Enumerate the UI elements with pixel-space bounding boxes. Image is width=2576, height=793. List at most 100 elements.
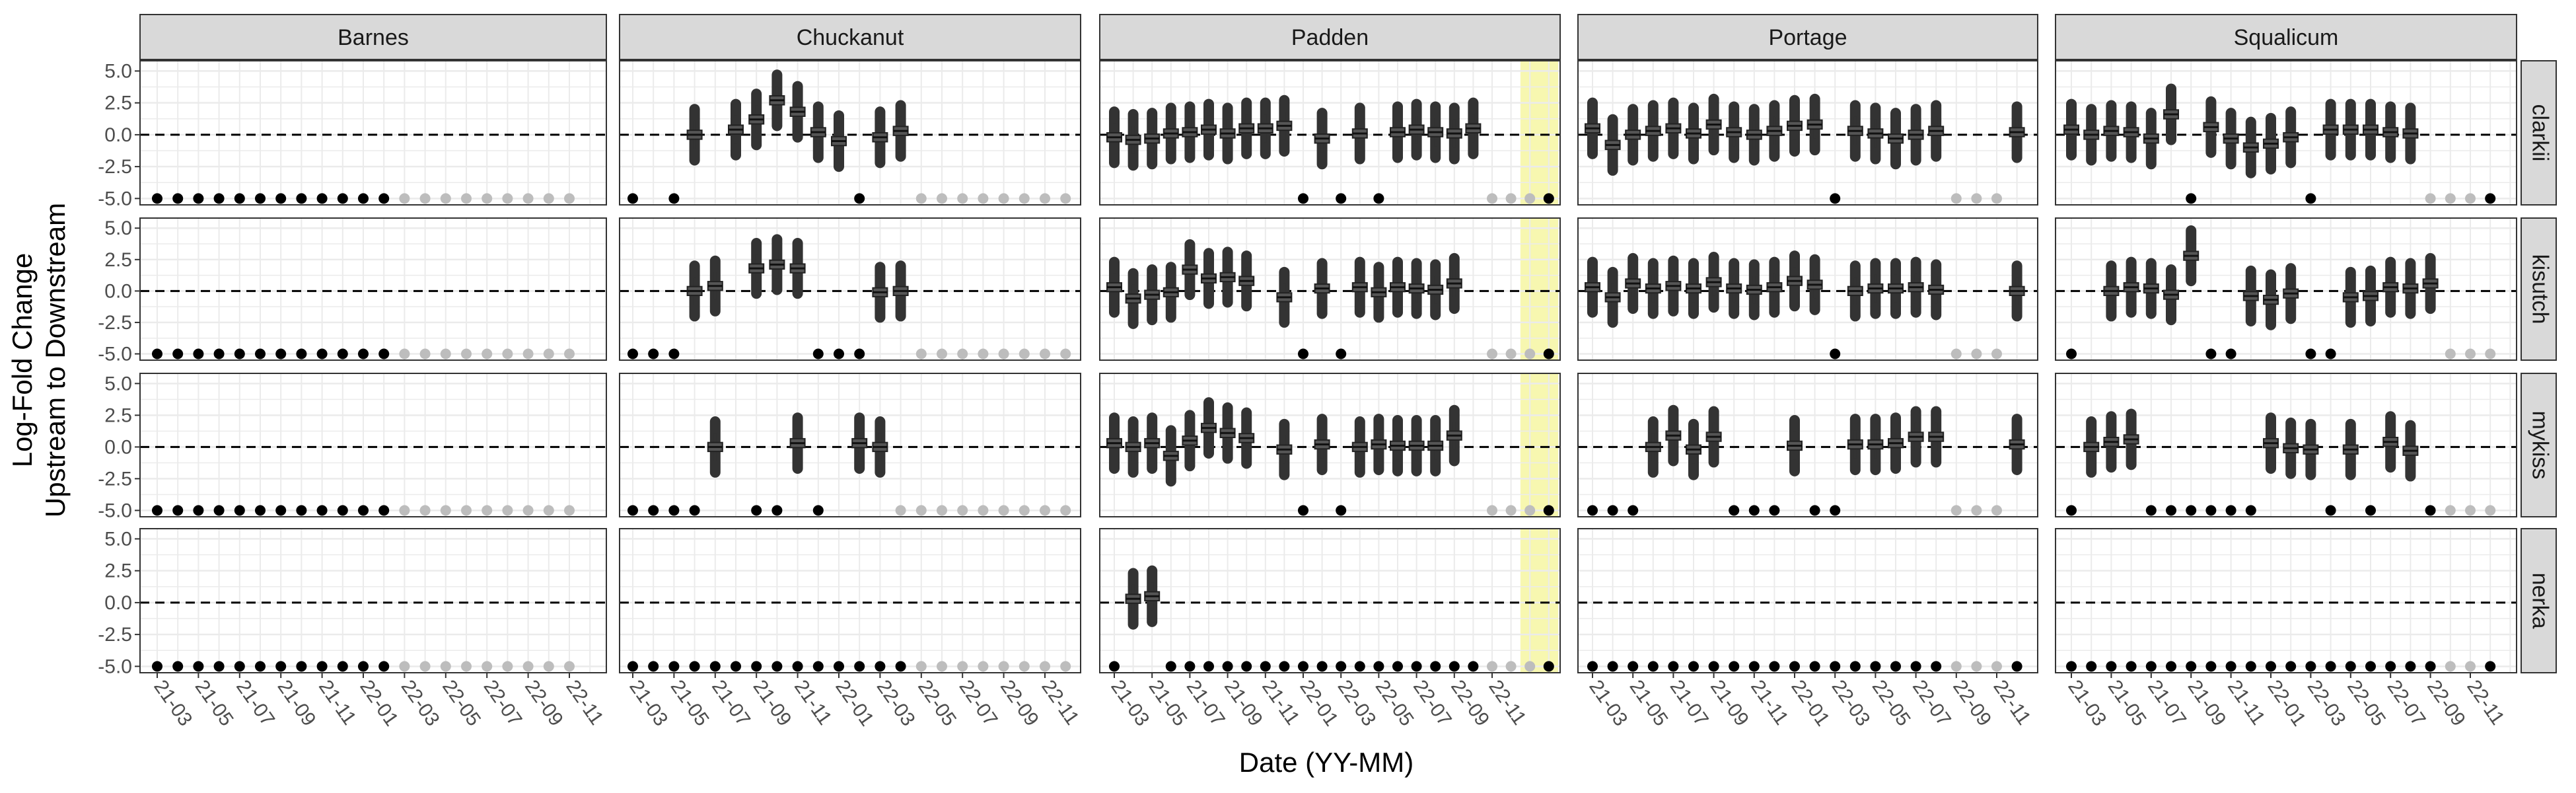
no-detection-point [213, 193, 225, 204]
not-sampled-point [998, 661, 1009, 672]
no-detection-point [689, 661, 700, 672]
no-detection-point [2106, 661, 2117, 672]
panel-border [1577, 60, 2038, 206]
not-sampled-point [1060, 193, 1071, 204]
x-tick-label: 21-09 [1706, 676, 1753, 730]
y-tick-label: -2.5 [98, 156, 132, 178]
boxplot [851, 412, 868, 474]
boxplot [1125, 568, 1141, 630]
x-tick-label: 21-07 [1666, 676, 1713, 730]
x-tick-label: 22-05 [913, 676, 960, 730]
not-sampled-point [522, 193, 534, 204]
highlight-band [1520, 529, 1559, 673]
no-detection-point [668, 348, 680, 359]
no-detection-point [2325, 505, 2336, 516]
x-tick-label: 21-09 [2183, 676, 2230, 730]
y-axis-title-line-1: Log-Fold Change [7, 253, 38, 468]
boxplot [1390, 256, 1406, 318]
no-detection-point [234, 661, 245, 672]
not-sampled-point [2445, 661, 2456, 672]
not-sampled-point [998, 505, 1009, 516]
x-tick-label: 22-05 [1868, 676, 1915, 730]
no-detection-point [378, 348, 390, 359]
not-sampled-point [1950, 193, 1962, 204]
boxplot [748, 89, 765, 151]
boxplot [2382, 101, 2399, 163]
not-sampled-point [461, 193, 472, 204]
x-tick-label: 22-01 [831, 676, 878, 730]
panel-border [2055, 528, 2517, 673]
boxplot [872, 106, 888, 169]
x-tick-label: 21-03 [1106, 676, 1153, 730]
no-detection-point [1647, 661, 1659, 672]
y-tick-label: -5.0 [98, 500, 132, 521]
no-detection-point [337, 348, 348, 359]
no-detection-point [689, 505, 700, 516]
no-detection-point [1830, 348, 1841, 359]
boxplot [2303, 418, 2319, 480]
row-strip [2521, 528, 2557, 673]
boxplot [789, 81, 806, 143]
no-detection-point [152, 661, 162, 672]
no-detection-point [2186, 505, 2197, 516]
no-detection-point [1628, 505, 1639, 516]
not-sampled-point [937, 348, 947, 359]
no-detection-point [172, 348, 184, 359]
boxplot [2402, 102, 2419, 165]
panel-border [1099, 60, 1561, 206]
not-sampled-point [2465, 661, 2476, 672]
no-detection-point [875, 661, 886, 672]
not-sampled-point [543, 193, 554, 204]
boxplot [1125, 109, 1141, 171]
boxplot [1408, 258, 1425, 319]
boxplot [1201, 248, 1217, 309]
boxplot [831, 110, 847, 172]
no-detection-point [1298, 661, 1308, 672]
boxplot [2163, 83, 2179, 145]
panel-border [2055, 373, 2517, 517]
boxplot [1847, 260, 1863, 322]
boxplot [872, 416, 888, 478]
x-tick-label: 22-07 [954, 676, 1001, 730]
no-detection-point [2145, 505, 2157, 516]
boxplot [1276, 266, 1293, 328]
boxplot [1257, 97, 1273, 159]
boxplot [1807, 93, 1823, 156]
no-detection-point [2186, 193, 2197, 204]
highlight-band [1520, 218, 1559, 360]
boxplot [1928, 259, 1945, 321]
not-sampled-point [1505, 348, 1517, 359]
boxplot [2123, 256, 2139, 318]
no-detection-point [1628, 661, 1639, 672]
boxplot [2342, 266, 2359, 328]
x-tick-label: 22-09 [520, 676, 567, 730]
x-tick-label: 21-11 [790, 676, 836, 729]
no-detection-point [1543, 348, 1554, 359]
no-detection-point [275, 348, 287, 359]
no-detection-point [2385, 661, 2396, 672]
no-detection-point [316, 348, 328, 359]
x-tick-label: 22-09 [1447, 676, 1493, 730]
no-detection-point [378, 505, 390, 516]
not-sampled-point [440, 505, 451, 516]
boxplot [2103, 411, 2120, 473]
panel-border [1099, 528, 1561, 673]
no-detection-point [193, 661, 204, 672]
boxplot [1766, 100, 1783, 162]
no-detection-point [812, 348, 824, 359]
row-strip-label: clarkii [2528, 104, 2553, 162]
boxplot [1276, 94, 1293, 157]
not-sampled-point [564, 193, 575, 204]
boxplot [1238, 250, 1255, 312]
not-sampled-point [978, 348, 989, 359]
no-detection-point [337, 505, 348, 516]
panel-backgrounds [140, 61, 2517, 673]
not-sampled-point [1971, 661, 1982, 672]
boxplot [2263, 412, 2279, 474]
no-detection-point [2225, 505, 2236, 516]
no-detection-point [1449, 661, 1460, 672]
y-tick-label: 5.0 [104, 373, 132, 395]
not-sampled-point [482, 193, 493, 204]
no-detection-point [234, 348, 245, 359]
